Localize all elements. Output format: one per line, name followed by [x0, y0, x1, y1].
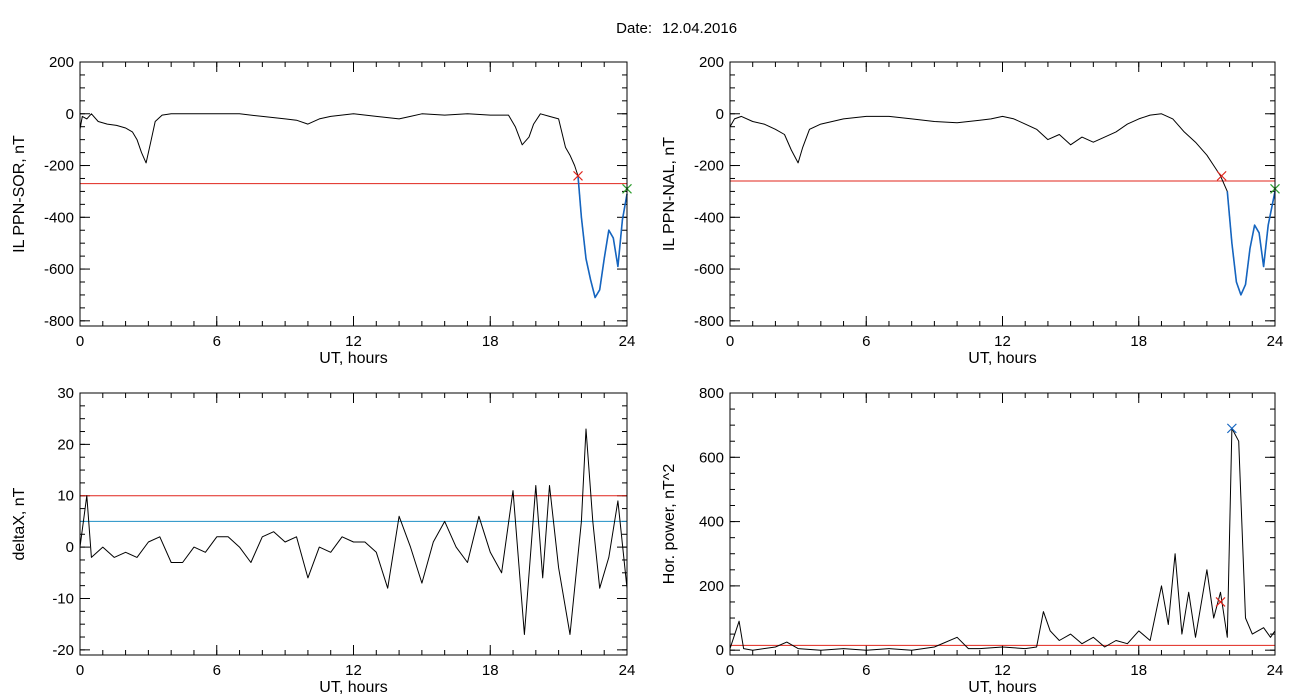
y-tick-label: -10: [52, 590, 74, 607]
series-highlight: [577, 175, 628, 299]
y-axis-label: Hor. power, nT^2: [661, 464, 678, 585]
x-tick-label: 18: [482, 662, 499, 679]
chart-panel-3: 0 6 12 18 24 -20 -10 0 10 20 30 UT, hours deltaX, nT: [11, 385, 635, 696]
y-tick-label: 10: [57, 488, 74, 505]
y-axis-label: IL PPN-NAL, nT: [661, 137, 678, 251]
x-axis-label: UT, hours: [319, 350, 387, 367]
x-tick-label: 6: [862, 662, 870, 679]
marker-x: [1215, 597, 1226, 607]
x-tick-label: 12: [994, 662, 1011, 679]
y-tick-label: 0: [716, 106, 724, 123]
x-tick-label: 12: [345, 333, 362, 350]
y-tick-label: -200: [44, 158, 74, 175]
y-tick-label: 30: [57, 385, 74, 402]
y-axis-label: IL PPN-SOR, nT: [11, 135, 28, 253]
y-tick-label: -400: [44, 209, 74, 226]
marker-x: [1226, 423, 1237, 434]
series-line: [729, 113, 1276, 296]
y-tick-label: 200: [49, 54, 74, 71]
chart-panel-2: 0 6 12 18 24 -800 -600 -400 -200 0 200 UT, hours IL …: [661, 54, 1283, 367]
series-line: [79, 428, 628, 635]
x-tick-label: 24: [1267, 662, 1284, 679]
y-tick-label: 400: [699, 514, 724, 531]
plot-frame: [729, 61, 1276, 327]
y-tick-label: -800: [44, 313, 74, 330]
x-tick-label: 6: [862, 333, 870, 350]
y-tick-label: 0: [716, 642, 724, 659]
marker-x: [573, 170, 583, 181]
y-tick-label: 600: [699, 449, 724, 466]
y-tick-label: 20: [57, 436, 74, 453]
y-tick-label: 800: [699, 385, 724, 402]
plot-frame: [79, 392, 628, 656]
x-tick-label: 12: [345, 662, 362, 679]
marker-stroke: [1216, 170, 1227, 181]
x-axis-label: UT, hours: [968, 679, 1036, 696]
y-tick-label: -200: [694, 158, 724, 175]
chart-panel-1: 0 6 12 18 24 -800 -600 -400 -200 0 200 UT, hours IL …: [11, 54, 635, 367]
figure-title-date: 12.04.2016: [662, 20, 737, 37]
x-axis-label: UT, hours: [968, 350, 1036, 367]
y-axis-label: deltaX, nT: [11, 487, 28, 560]
y-tick-label: -800: [694, 313, 724, 330]
series-highlight: [1226, 191, 1276, 296]
x-tick-label: 0: [726, 662, 734, 679]
x-tick-label: 18: [1130, 333, 1147, 350]
marker-x: [1216, 170, 1227, 181]
x-tick-label: 24: [619, 662, 636, 679]
plot-frame: [79, 61, 628, 327]
x-tick-label: 12: [994, 333, 1011, 350]
y-tick-label: 0: [66, 539, 74, 556]
y-tick-label: -600: [44, 261, 74, 278]
y-tick-label: -600: [694, 261, 724, 278]
marker-stroke: [573, 170, 583, 181]
marker-stroke: [1215, 597, 1226, 607]
x-tick-label: 6: [213, 662, 221, 679]
series-line: [79, 113, 628, 298]
figure-title-prefix: Date:: [616, 20, 652, 37]
y-tick-label: -400: [694, 209, 724, 226]
y-tick-label: -20: [52, 642, 74, 659]
x-tick-label: 18: [1130, 662, 1147, 679]
x-tick-label: 24: [619, 333, 636, 350]
x-tick-label: 0: [76, 662, 84, 679]
y-tick-label: 200: [699, 54, 724, 71]
plot-frame: [729, 392, 1276, 656]
series-line: [729, 427, 1276, 651]
chart-panel-4: 0 6 12 18 24 0 200 400 600 800 UT, hours Hor. power…: [661, 385, 1283, 696]
x-tick-label: 24: [1267, 333, 1284, 350]
marker-stroke: [1226, 423, 1237, 434]
x-tick-label: 0: [726, 333, 734, 350]
x-axis-label: UT, hours: [319, 679, 387, 696]
x-tick-label: 0: [76, 333, 84, 350]
x-tick-label: 6: [213, 333, 221, 350]
y-tick-label: 0: [66, 106, 74, 123]
x-tick-label: 18: [482, 333, 499, 350]
y-tick-label: 200: [699, 578, 724, 595]
